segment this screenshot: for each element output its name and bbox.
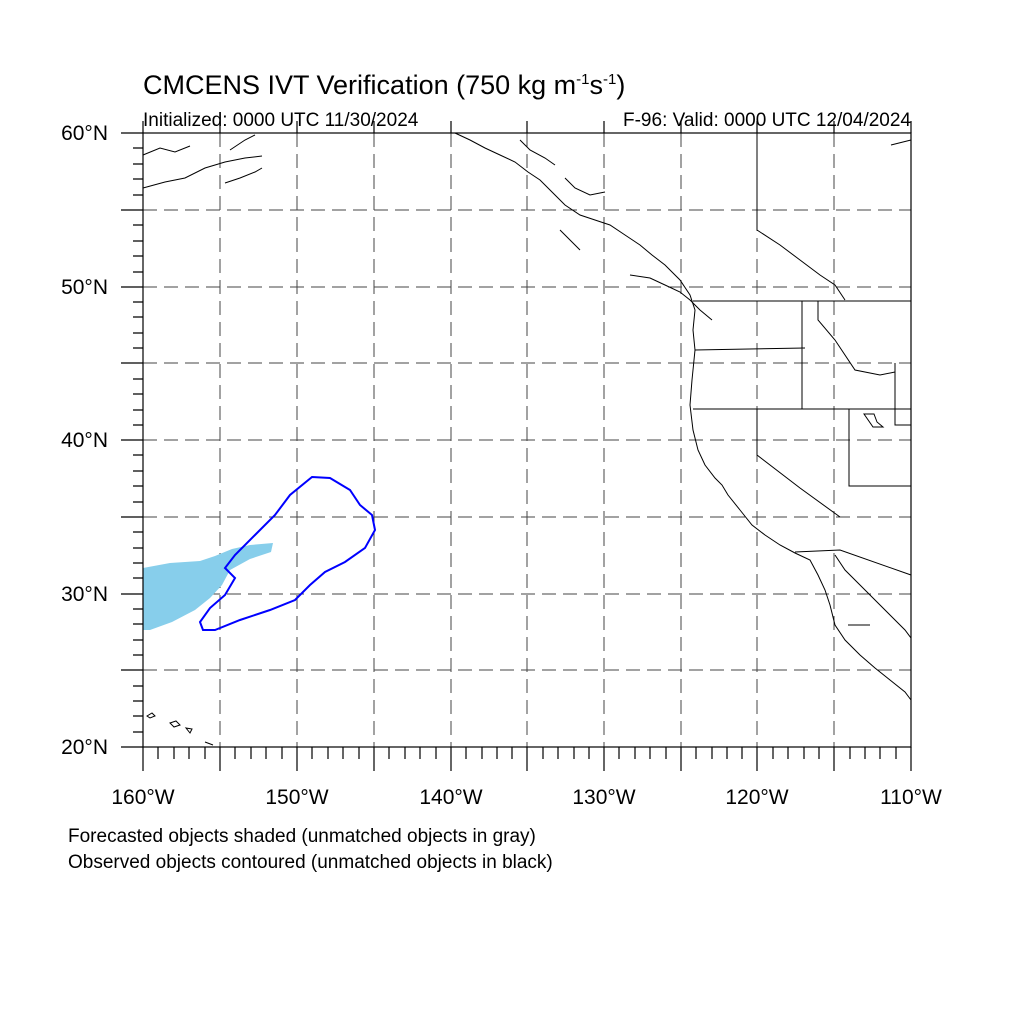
forecast-object <box>143 543 273 630</box>
coastlines <box>142 132 912 746</box>
legend-forecast-note: Forecasted objects shaded (unmatched obj… <box>68 826 536 847</box>
lon-label-120w: 120°W <box>725 786 789 809</box>
lat-label-60n: 60°N <box>61 122 108 145</box>
map-title: CMCENS IVT Verification (750 kg m-1s-1) <box>143 70 626 100</box>
map-frame <box>121 121 912 771</box>
lon-label-160w: 160°W <box>111 786 175 809</box>
lat-label-30n: 30°N <box>61 583 108 606</box>
lat-label-40n: 40°N <box>61 429 108 452</box>
lat-label-50n: 50°N <box>61 276 108 299</box>
lon-label-110w: 110°W <box>880 786 942 809</box>
observed-object <box>198 475 377 631</box>
lon-label-150w: 150°W <box>265 786 329 809</box>
valid-time: F-96: Valid: 0000 UTC 12/04/2024 <box>623 110 911 131</box>
legend-observed-note: Observed objects contoured (unmatched ob… <box>68 852 553 873</box>
lat-label-20n: 20°N <box>61 736 108 759</box>
lon-label-140w: 140°W <box>419 786 483 809</box>
initialized-time: Initialized: 0000 UTC 11/30/2024 <box>143 110 419 131</box>
lon-label-130w: 130°W <box>572 786 636 809</box>
gridlines <box>143 133 911 747</box>
